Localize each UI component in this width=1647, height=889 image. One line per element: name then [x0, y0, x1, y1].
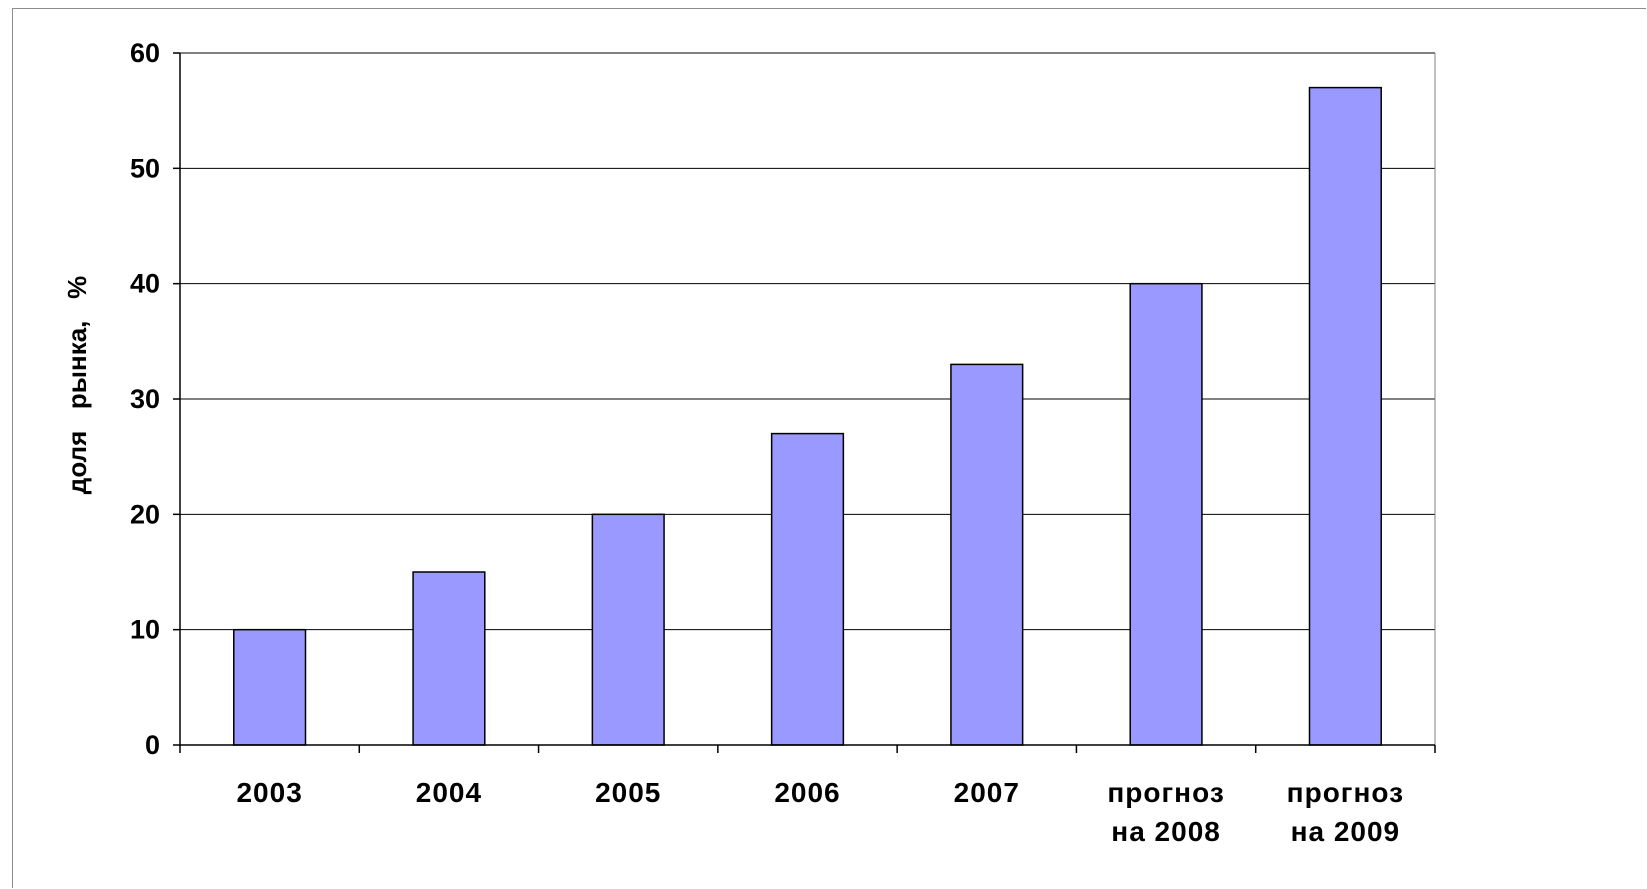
- y-tick-label: 50: [130, 153, 160, 183]
- x-tick-label: 2003: [236, 777, 302, 808]
- y-tick-labels: 0 10 20 30 40 50 60: [130, 38, 160, 760]
- bar: [950, 363, 1024, 746]
- x-tick-label: прогноз на 2008: [1107, 777, 1224, 847]
- y-tick-label: 60: [130, 38, 160, 68]
- y-tick-label: 10: [130, 615, 160, 645]
- axes: [173, 52, 1436, 753]
- y-tick-label: 0: [145, 730, 160, 760]
- x-tick-label: 2004: [416, 777, 482, 808]
- bar: [233, 628, 307, 746]
- bar: [591, 513, 665, 746]
- bar: [412, 571, 486, 746]
- x-tick-label: 2005: [595, 777, 661, 808]
- x-tick-labels: 2003 2004 2005 2006 2007 прогноз на 2008 прогно…: [236, 777, 1404, 847]
- bar: [1129, 282, 1203, 746]
- x-tick-label: 2007: [954, 777, 1020, 808]
- bar: [770, 432, 845, 746]
- y-tick-label: 30: [130, 384, 160, 414]
- y-tick-label: 20: [130, 499, 160, 529]
- chart-frame: [12, 8, 1646, 888]
- x-tick-label: 2006: [774, 777, 840, 808]
- x-tick-label: прогноз на 2009: [1287, 777, 1404, 847]
- y-tick-label: 40: [130, 269, 160, 299]
- y-axis-title: доля рынка, %: [62, 276, 92, 494]
- bar: [1308, 86, 1382, 746]
- bars: [233, 86, 1382, 746]
